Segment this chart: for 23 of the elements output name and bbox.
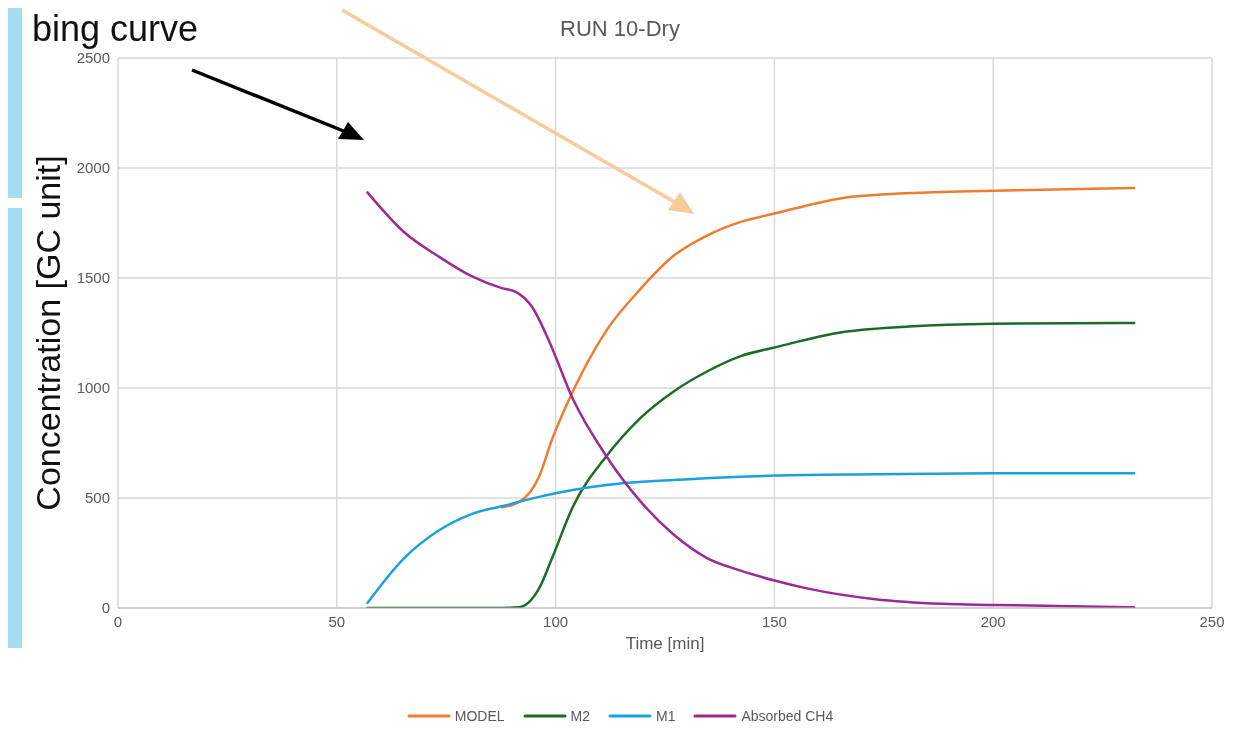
y-tick-label: 2000 [76,159,110,177]
y-axis-title: Concentration [GC unit] [28,155,68,511]
x-axis-title: Time [min] [624,634,706,654]
x-tick-label: 0 [113,612,123,630]
text: bing curve [26,8,205,50]
x-tick-label: 150 [761,612,787,630]
legend-label: Absorbed CH4 [741,708,834,724]
line-series [366,191,1136,608]
x-tick-label: 50 [328,612,346,630]
y-tick-label: 0 [101,599,110,617]
legend-label: M1 [655,708,676,724]
y-tick-label: 2500 [76,49,110,67]
chart-title: RUN 10-Dry [560,16,680,41]
x-tick-label: 100 [543,612,569,630]
y-tick-label: 1500 [76,269,110,287]
y-tick-label: 1000 [76,379,110,397]
x-tick-label: 250 [1199,612,1225,630]
y-tick-label: 500 [84,489,110,507]
line-series [500,186,1136,509]
legend-label: M2 [570,708,590,724]
legend-label: MODEL [454,708,505,724]
line-series [366,471,1136,605]
x-tick-label: 200 [980,612,1006,630]
